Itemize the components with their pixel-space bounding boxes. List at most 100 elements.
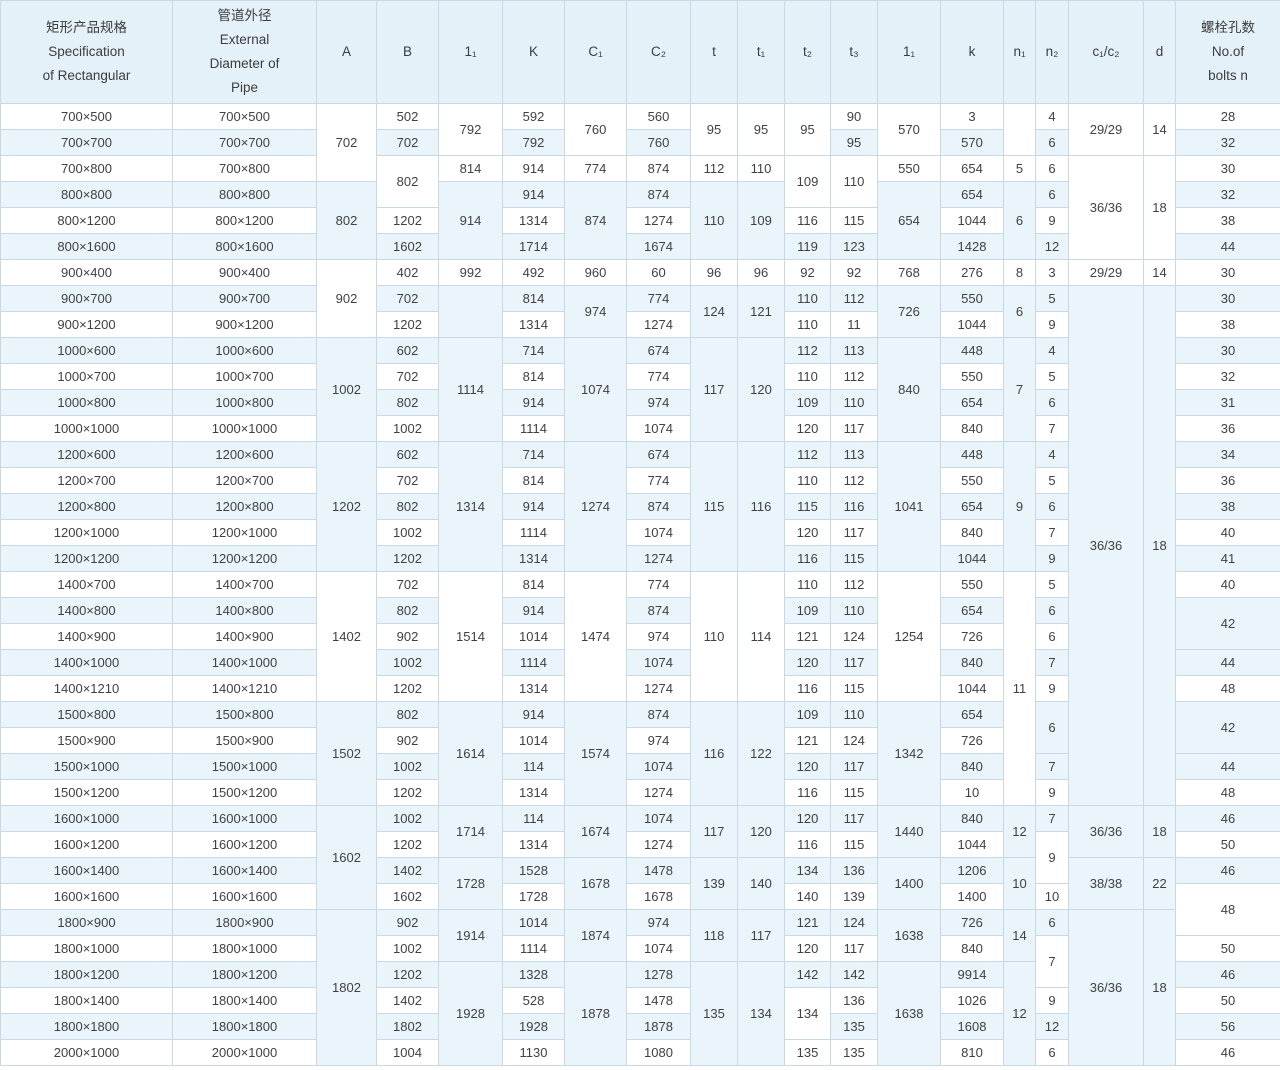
cell-pipe: 1800×1800 — [172, 1013, 317, 1040]
col-header-d: d — [1143, 0, 1176, 104]
cell-K: 1014 — [502, 909, 565, 936]
col-header-B: B — [376, 0, 439, 104]
cell-K: 1314 — [502, 779, 565, 806]
cell-t2: 120 — [784, 519, 831, 546]
cell-k: 654 — [940, 493, 1004, 520]
cell-t3: 136 — [830, 857, 878, 884]
cell-B: 1002 — [376, 415, 439, 442]
cell-n1: 12 — [1003, 805, 1036, 858]
cell-C2: 1274 — [626, 311, 691, 338]
cell-spec: 1600×1400 — [0, 857, 173, 884]
cell-K: 1314 — [502, 545, 565, 572]
cell-k: 840 — [940, 519, 1004, 546]
cell-t2: 110 — [784, 467, 831, 494]
cell-k: 654 — [940, 181, 1004, 208]
cell-n2: 9 — [1035, 831, 1069, 884]
table-row: 1200×800 1200×800 802 914 874 115 116 654 6 38 — [0, 493, 1280, 520]
cell-t3: 136 — [830, 987, 878, 1014]
cell-t2: 112 — [784, 441, 831, 468]
cell-n1: 11 — [1003, 571, 1036, 806]
table-row: 700×500 700×500 702 502 792 592 760 560 95 95 95 90… — [0, 103, 1280, 182]
cell-K: 792 — [502, 129, 565, 156]
cell-K: 914 — [502, 597, 565, 624]
cell-C2: 1074 — [626, 415, 691, 442]
table-row: 1600×1400 1600×1400 1402 1728 1528 1678 1478 13… — [0, 857, 1280, 910]
cell-t1: 122 — [737, 701, 785, 806]
cell-t: 112 — [690, 155, 738, 182]
cell-B: 902 — [376, 909, 439, 936]
cell-n1: 8 — [1003, 259, 1036, 286]
cell-K: 1728 — [502, 883, 565, 910]
cell-C2: 974 — [626, 623, 691, 650]
cell-pipe: 900×1200 — [172, 311, 317, 338]
cell-t: 110 — [690, 181, 738, 260]
cell-n2: 7 — [1035, 415, 1069, 442]
cell-A: 1602 — [316, 805, 377, 910]
cell-k: 448 — [940, 441, 1004, 468]
cell-t2: 135 — [784, 1039, 831, 1066]
cell-C1: 874 — [564, 181, 627, 260]
cell-C2: 1274 — [626, 545, 691, 572]
cell-K: 914 — [502, 181, 565, 208]
table-row: 1200×1200 1200×1200 1202 1314 1274 116 115 1044… — [0, 545, 1280, 572]
cell-n1: 14 — [1003, 909, 1036, 962]
table-row: 800×800 800×800 802 914 914 874 874 110 109 654 65… — [0, 181, 1280, 260]
cell-t: 135 — [690, 961, 738, 1066]
cell-spec: 1600×1000 — [0, 805, 173, 832]
cell-n1: 10 — [1003, 857, 1036, 910]
cell-bolts: 44 — [1175, 753, 1280, 780]
table-row: 1200×700 1200×700 702 814 774 110 112 550 5 36 — [0, 467, 1280, 494]
cell-C2: 874 — [626, 701, 691, 728]
cell-t3: 112 — [830, 467, 878, 494]
cell-l1b: 1440 — [877, 805, 941, 858]
cell-t1: 96 — [737, 259, 785, 286]
cell-B: 1002 — [376, 519, 439, 546]
cell-t3: 117 — [830, 753, 878, 780]
cell-d: 18 — [1143, 909, 1176, 1066]
cell-n2: 9 — [1035, 675, 1069, 702]
table-body: 700×500 700×500 702 502 792 592 760 560 95 95 95 90… — [0, 103, 1280, 1066]
cell-C2: 774 — [626, 285, 691, 312]
table-row: 1600×1600 1600×1600 1602 1728 1678 140 139 1400… — [0, 883, 1280, 936]
cell-c1c2: 36/36 — [1068, 909, 1144, 1066]
cell-spec: 1200×600 — [0, 441, 173, 468]
cell-K: 1114 — [502, 519, 565, 546]
cell-k: 1026 — [940, 987, 1004, 1014]
cell-spec: 1200×700 — [0, 467, 173, 494]
col-header-t: t — [690, 0, 738, 104]
cell-k: 840 — [940, 935, 1004, 962]
cell-A: 1202 — [316, 441, 377, 572]
cell-t3: 142 — [830, 961, 878, 988]
cell-C2: 1074 — [626, 519, 691, 546]
cell-t2: 110 — [784, 311, 831, 338]
cell-l1b: 1638 — [877, 961, 941, 1066]
cell-bolts: 50 — [1175, 935, 1280, 962]
cell-l1a: 1614 — [438, 701, 503, 806]
cell-K: 114 — [502, 753, 565, 780]
cell-k: 726 — [940, 623, 1004, 650]
cell-spec: 700×800 — [0, 155, 173, 182]
table-row: 1200×1000 1200×1000 1002 1114 1074 120 117 840 7… — [0, 519, 1280, 546]
cell-bolts: 40 — [1175, 571, 1280, 598]
table-row: 700×800 700×800 802 814 914 774 874 112 110 109 11… — [0, 155, 1280, 260]
cell-C2: 1478 — [626, 857, 691, 884]
cell-C2: 874 — [626, 597, 691, 624]
cell-spec: 1000×1000 — [0, 415, 173, 442]
cell-n2: 7 — [1035, 519, 1069, 546]
cell-bolts: 32 — [1175, 363, 1280, 390]
cell-K: 1314 — [502, 207, 565, 234]
table-row: 1800×1400 1800×1400 1402 528 1478 134 136 1026 9… — [0, 987, 1280, 1040]
cell-C2: 60 — [626, 259, 691, 286]
col-header-l1a: 1₁ — [438, 0, 503, 104]
cell-C2: 674 — [626, 337, 691, 364]
cell-K: 914 — [502, 493, 565, 520]
cell-B: 1202 — [376, 779, 439, 806]
cell-spec: 800×1600 — [0, 233, 173, 260]
cell-K: 1928 — [502, 1013, 565, 1040]
cell-k: 3 — [940, 103, 1004, 130]
table-row: 1000×600 1000×600 1002 602 1114 714 1074 674 117… — [0, 337, 1280, 442]
cell-n2: 3 — [1035, 259, 1069, 286]
cell-t3: 115 — [830, 831, 878, 858]
cell-n2: 9 — [1035, 545, 1069, 572]
cell-spec: 1800×1400 — [0, 987, 173, 1014]
